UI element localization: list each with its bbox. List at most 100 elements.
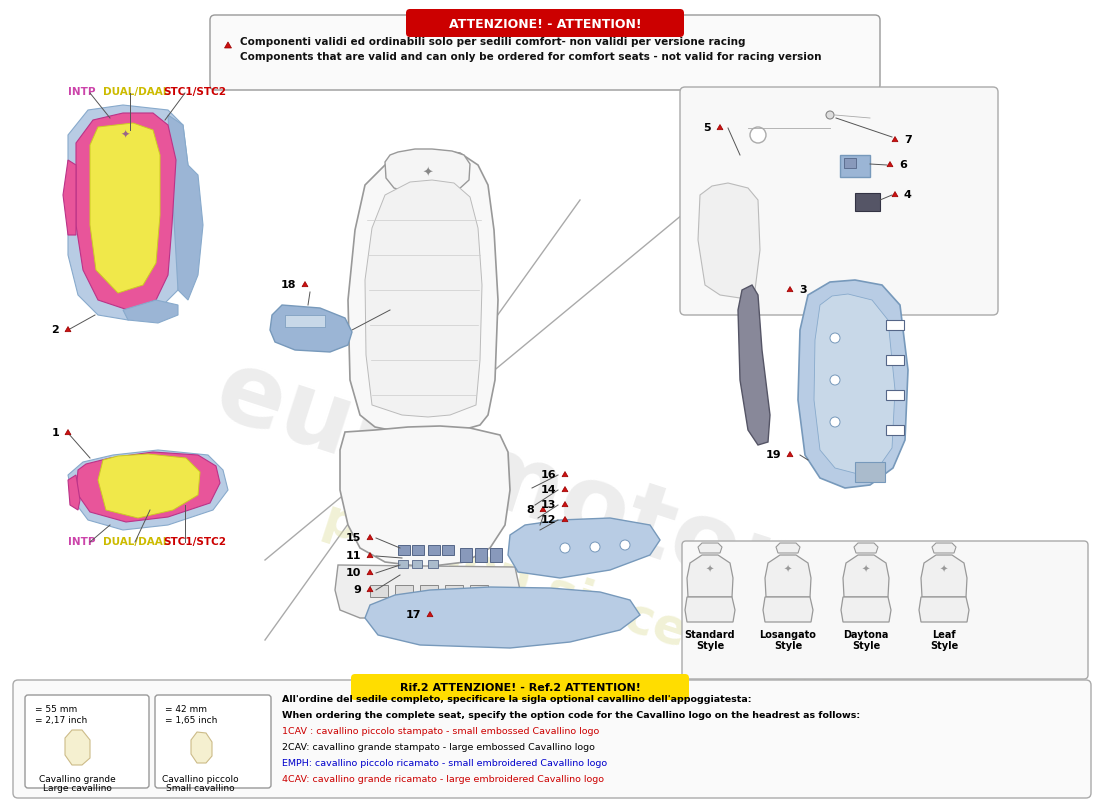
Polygon shape [191,732,212,763]
Polygon shape [843,555,889,597]
Bar [285,315,324,327]
Polygon shape [892,137,898,142]
Text: Standard: Standard [684,630,735,640]
Text: Daytona: Daytona [844,630,889,640]
Bar [855,193,880,211]
Polygon shape [367,534,373,540]
Text: 17: 17 [406,610,421,620]
Polygon shape [365,587,640,648]
Polygon shape [562,517,568,522]
Text: When ordering the complete seat, specify the option code for the Cavallino logo : When ordering the complete seat, specify… [282,711,860,720]
Text: Cavallino grande: Cavallino grande [39,775,116,784]
Circle shape [590,542,600,552]
Text: 15: 15 [345,533,361,543]
Circle shape [830,375,840,385]
Text: ATTENZIONE! - ATTENTION!: ATTENZIONE! - ATTENTION! [449,18,641,30]
Text: 7: 7 [904,135,912,145]
Polygon shape [738,285,770,445]
Polygon shape [892,191,898,197]
Bar [886,425,904,435]
Polygon shape [367,570,373,574]
Text: ✦: ✦ [784,565,792,575]
Text: EMPH: cavallino piccolo ricamato - small embroidered Cavallino logo: EMPH: cavallino piccolo ricamato - small… [282,759,607,768]
Bar [475,548,487,562]
Polygon shape [763,597,813,622]
Text: All'ordine del sedile completo, specificare la sigla optional cavallino dell'app: All'ordine del sedile completo, specific… [282,695,751,704]
Bar [446,585,463,597]
Text: = 55 mm: = 55 mm [35,705,77,714]
Text: 6: 6 [899,160,906,170]
Text: STC1/STC2: STC1/STC2 [163,537,225,547]
Circle shape [826,111,834,119]
Polygon shape [336,565,520,618]
Bar [420,585,438,597]
Text: Componenti validi ed ordinabili solo per sedili comfort- non validi per versione: Componenti validi ed ordinabili solo per… [240,37,746,47]
Polygon shape [68,475,80,510]
Polygon shape [854,543,878,553]
Text: INTP: INTP [68,537,96,547]
Text: DUAL/DAAL: DUAL/DAAL [103,87,169,97]
Polygon shape [776,543,800,553]
FancyBboxPatch shape [13,680,1091,798]
Bar [844,158,856,168]
Text: DUAL/DAAL: DUAL/DAAL [103,537,169,547]
Text: 8: 8 [526,505,534,515]
FancyBboxPatch shape [406,9,684,37]
Polygon shape [887,162,893,166]
Text: Components that are valid and can only be ordered for comfort seats - not valid : Components that are valid and can only b… [240,52,822,62]
Polygon shape [90,123,160,293]
Text: Style: Style [930,641,958,651]
Text: 1: 1 [52,428,59,438]
FancyBboxPatch shape [210,15,880,90]
Text: ✦: ✦ [706,565,714,575]
Text: 19: 19 [766,450,781,460]
Polygon shape [540,506,546,512]
Polygon shape [168,115,204,300]
Text: 11: 11 [345,551,361,561]
Bar [398,560,408,568]
Polygon shape [786,451,793,457]
Polygon shape [562,486,568,492]
Text: = 2,17 inch: = 2,17 inch [35,716,87,725]
Text: euromotors: euromotors [204,342,857,638]
Polygon shape [786,286,793,292]
Polygon shape [427,611,433,617]
FancyBboxPatch shape [682,541,1088,679]
Text: 3: 3 [799,285,806,295]
Polygon shape [764,555,811,597]
Bar [370,585,388,597]
Polygon shape [65,730,90,765]
Polygon shape [685,597,735,622]
Polygon shape [65,430,72,434]
Polygon shape [814,294,895,474]
Bar [412,545,424,555]
Text: Style: Style [851,641,880,651]
Text: Rif.2 ATTENZIONE! - Ref.2 ATTENTION!: Rif.2 ATTENZIONE! - Ref.2 ATTENTION! [399,683,640,693]
Bar [428,560,438,568]
Polygon shape [68,450,228,530]
Polygon shape [68,105,188,320]
Bar [490,548,502,562]
Text: Losangato: Losangato [760,630,816,640]
Text: 1CAV : cavallino piccolo stampato - small embossed Cavallino logo: 1CAV : cavallino piccolo stampato - smal… [282,727,600,736]
FancyBboxPatch shape [155,695,271,788]
Polygon shape [367,553,373,558]
Polygon shape [224,42,231,48]
Circle shape [750,127,766,143]
Text: 10: 10 [345,568,361,578]
Bar [442,545,454,555]
Polygon shape [717,125,723,130]
Polygon shape [842,597,891,622]
Text: 2CAV: cavallino grande stampato - large embossed Cavallino logo: 2CAV: cavallino grande stampato - large … [282,743,595,752]
Bar [428,545,440,555]
Polygon shape [385,149,470,194]
Polygon shape [932,543,956,553]
Bar [412,560,422,568]
FancyBboxPatch shape [351,674,689,700]
Text: 13: 13 [540,500,556,510]
Polygon shape [65,326,72,332]
Polygon shape [76,113,176,310]
Circle shape [830,417,840,427]
Bar [886,355,904,365]
Bar [460,548,472,562]
